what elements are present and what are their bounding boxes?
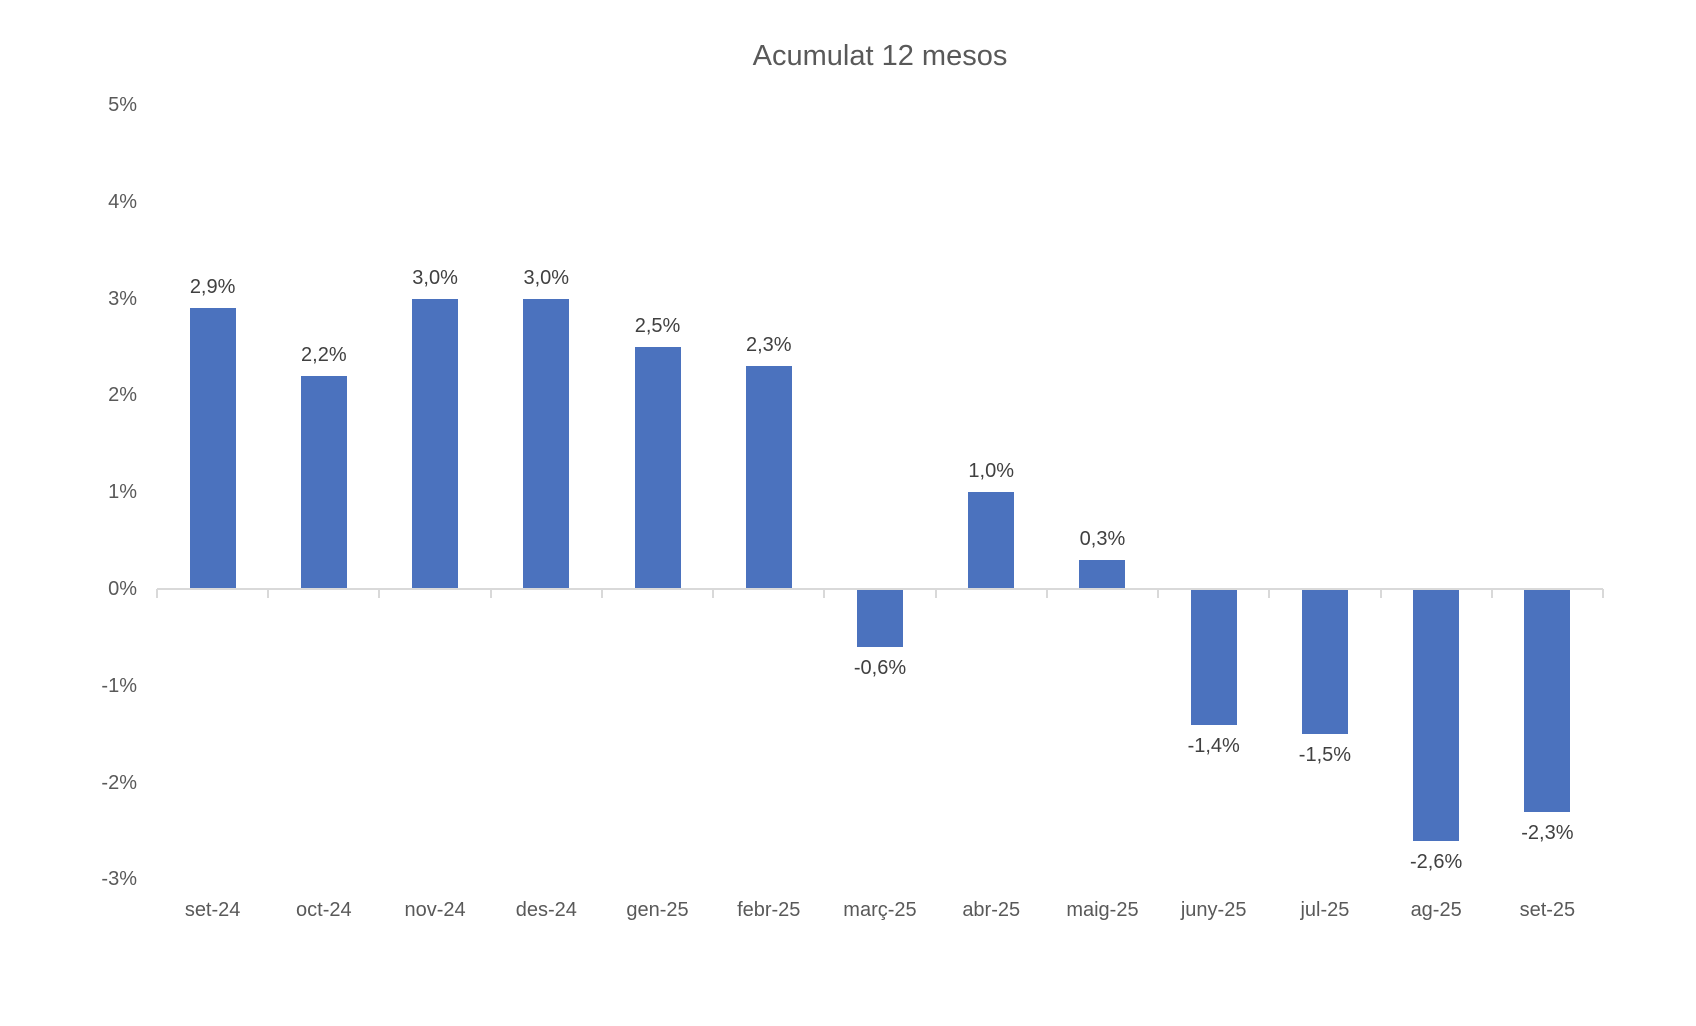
bar-value-label: 3,0% [523,266,570,289]
bar-ag-25 [1413,589,1460,841]
bar-set-25 [1524,589,1571,812]
x-axis-label: oct-24 [296,899,352,921]
chart-title: Acumulat 12 mesos [752,40,1008,72]
x-axis-label: set-25 [1519,899,1576,921]
y-axis-tick-label: -3% [101,868,137,891]
x-axis-label: nov-24 [404,899,466,921]
y-axis-tick-label: 0% [108,578,137,600]
x-axis-tick [823,589,826,598]
bar-value-label: 1,0% [968,460,1015,483]
bar-value-label: 0,3% [1079,527,1126,550]
bar-des-24 [523,298,570,589]
x-axis-tick [1157,589,1160,598]
x-axis-label: març-25 [843,899,917,921]
x-axis-tick [1490,589,1493,598]
x-axis-tick [1045,589,1048,598]
y-axis-tick-label: 5% [108,94,137,116]
x-axis-tick [1602,589,1604,598]
x-axis-tick [489,589,492,598]
bar-value-label: 2,2% [301,344,347,367]
bar-value-label: -1,5% [1298,744,1352,767]
bar-set-24 [189,308,236,589]
bar-abr-25 [968,492,1015,589]
x-axis-tick [600,589,603,598]
y-axis-tick-label: 4% [108,190,137,213]
x-axis-label: jul-25 [1300,899,1350,921]
bar-value-label: -0,6% [853,657,907,680]
x-axis-label: ag-25 [1410,899,1462,921]
bar-juny-25 [1190,589,1237,725]
bar-value-label: 2,9% [189,276,236,299]
bar-value-label: 3,0% [412,266,458,289]
x-axis-label: juny-25 [1180,899,1247,921]
bar-jul-25 [1301,589,1348,735]
y-axis-tick-label: 1% [108,481,137,504]
bar-value-label: -2,6% [1410,850,1463,873]
x-axis-tick [156,589,158,598]
bar-oct-24 [300,376,347,589]
x-axis-tick [1268,589,1271,598]
x-axis-tick [267,589,270,598]
x-axis-tick [712,589,715,598]
bar-gen-25 [634,347,681,589]
bar-febr-25 [745,366,792,589]
x-axis-tick [934,589,937,598]
x-axis-tick [378,589,381,598]
x-axis-label: des-24 [515,899,577,921]
y-axis-tick-label: -2% [101,771,137,794]
bar-value-label: 2,3% [745,334,792,357]
y-axis-tick-label: 2% [108,384,137,407]
x-axis-label: abr-25 [962,899,1021,921]
bar-value-label: -1,4% [1187,734,1240,757]
x-axis-label: set-24 [184,899,241,921]
bar-value-label: 2,5% [634,315,681,337]
bar-nov-24 [412,298,459,589]
bar-maig-25 [1079,559,1126,589]
y-axis-tick-label: -1% [101,674,137,697]
bar-març-25 [857,589,903,648]
y-axis-tick-label: 3% [108,287,137,310]
x-axis-label: febr-25 [737,899,801,921]
x-axis-tick [1379,589,1382,598]
x-axis-label: maig-25 [1066,899,1139,921]
x-axis-line [157,588,1603,590]
x-axis-label: gen-25 [626,899,689,921]
bar-value-label: -2,3% [1521,821,1574,844]
